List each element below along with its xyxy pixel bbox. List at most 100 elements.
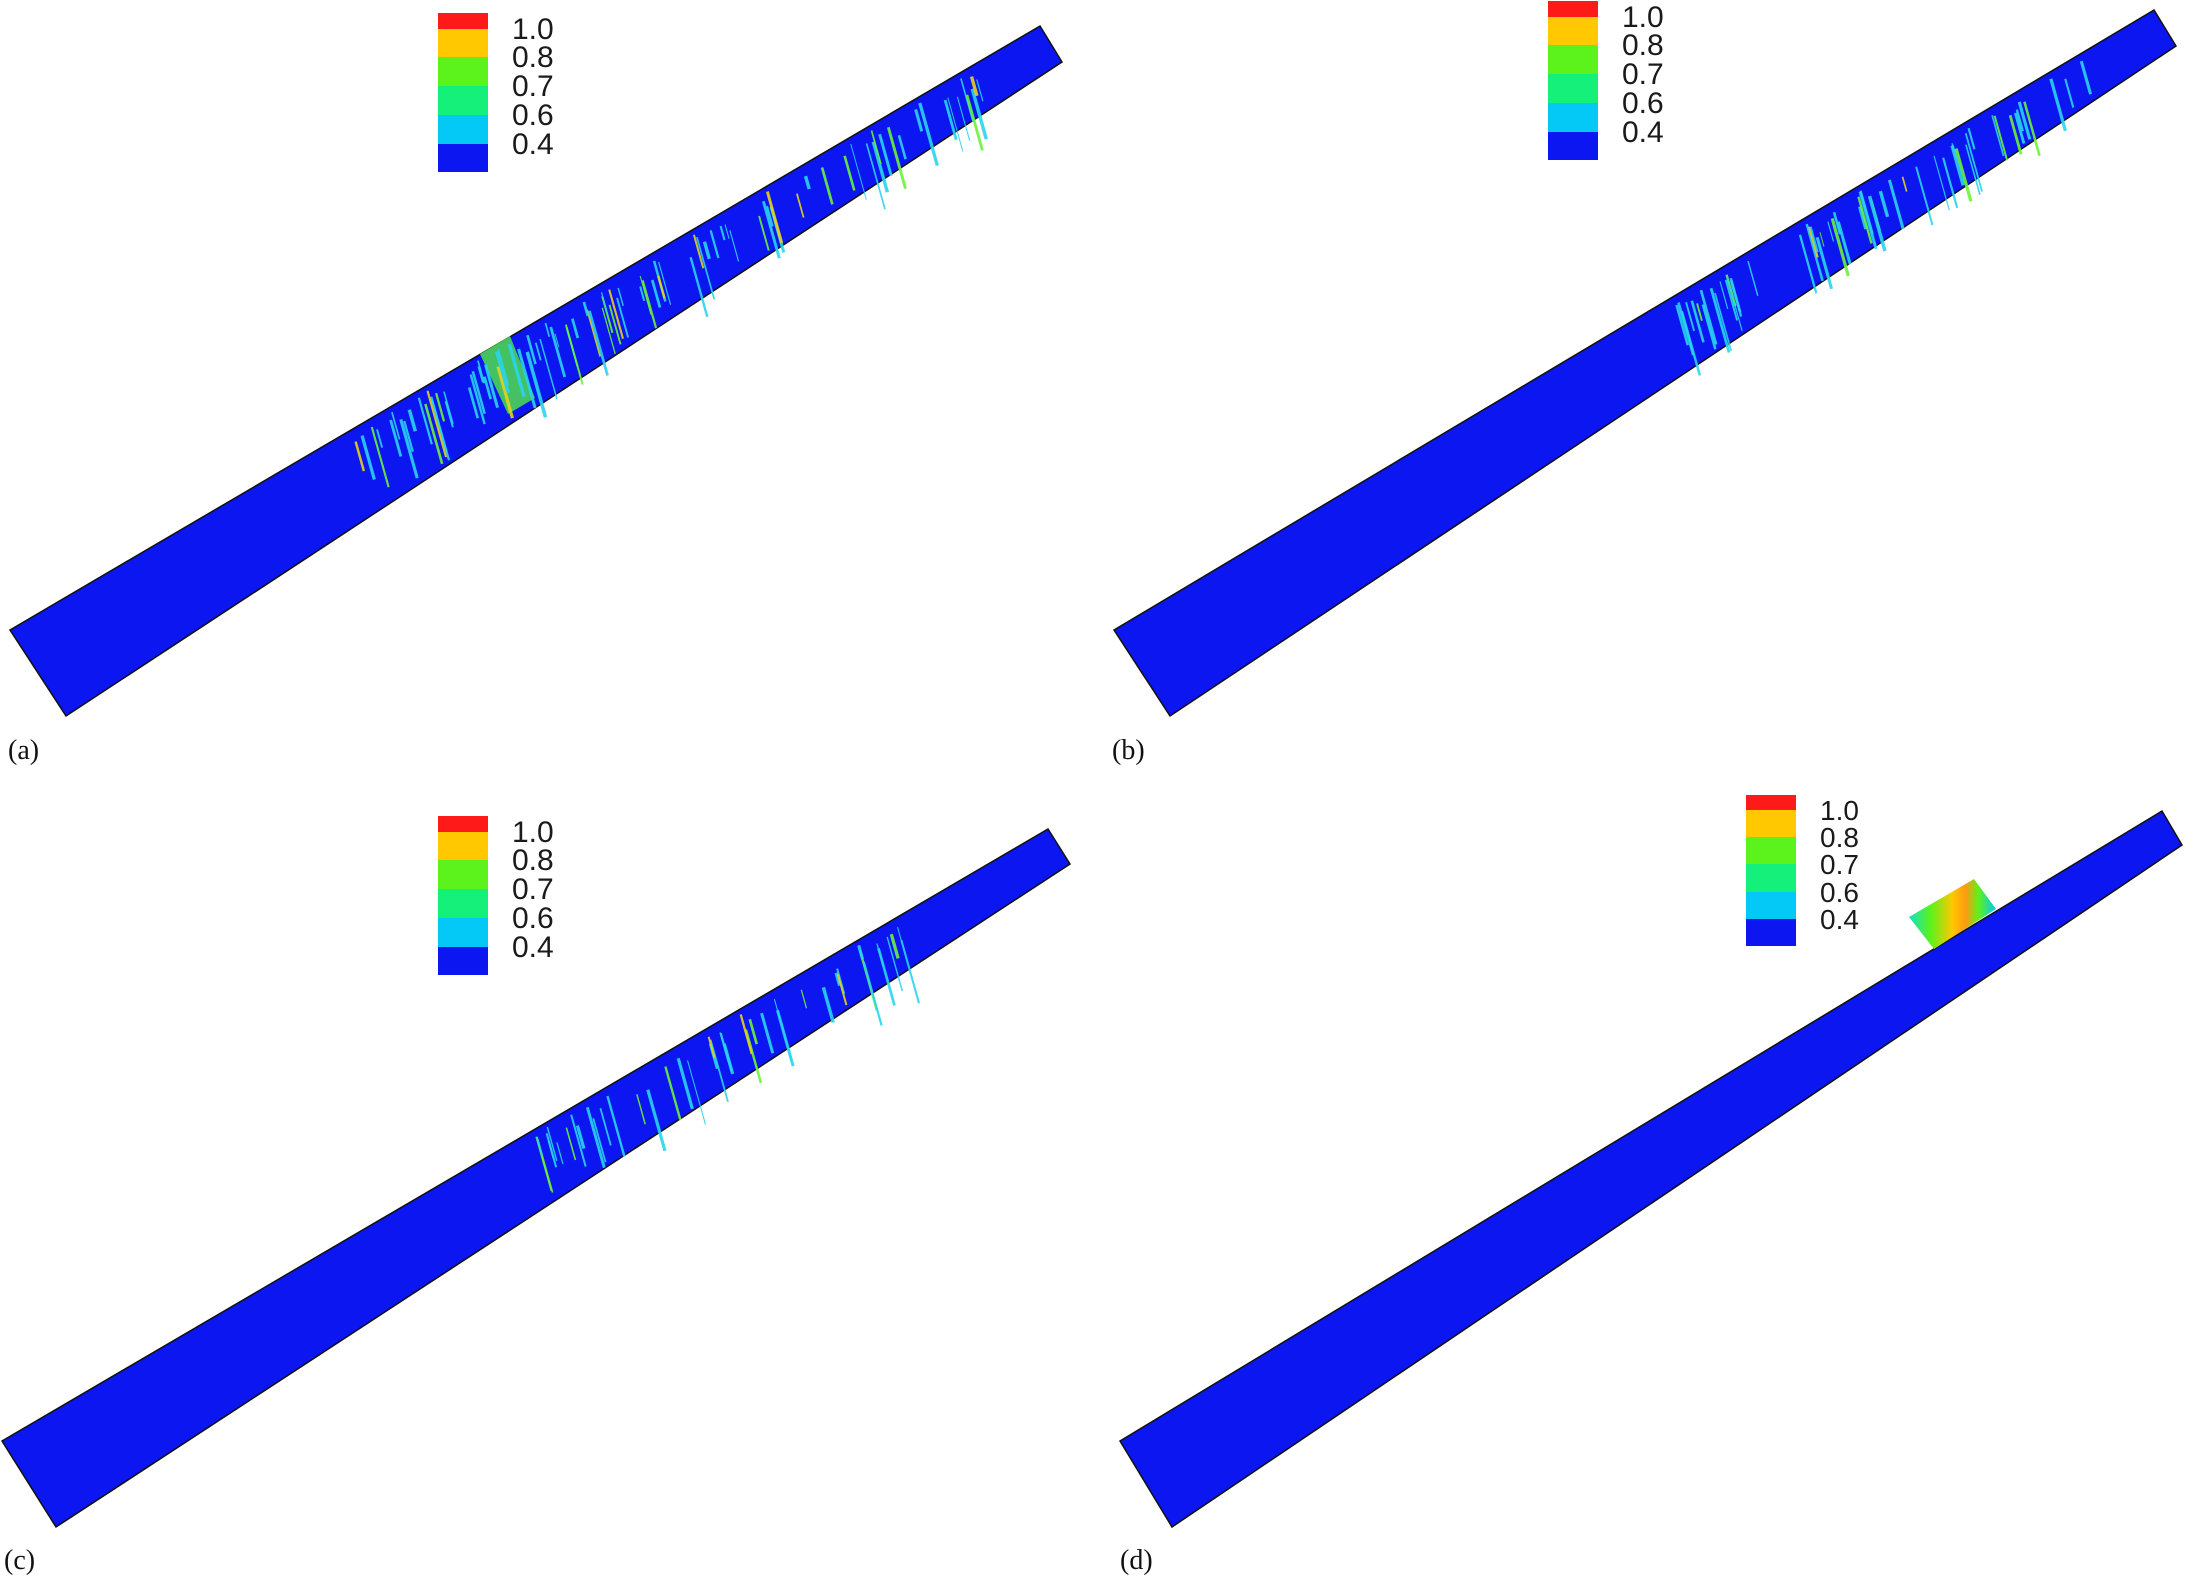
contour-streak (2013, 112, 2026, 144)
colorbar-swatch (438, 946, 488, 976)
contour-streak (1798, 234, 1818, 294)
panel-d: 1.0 0.8 0.7 0.6 0.4 (d) (1092, 789, 2185, 1579)
colorbar-tick-label: 0.6 (1622, 86, 1664, 120)
contour-streak (571, 318, 580, 339)
colorbar-swatch (1746, 864, 1796, 892)
contour-streak (2049, 78, 2067, 132)
contour-streak (483, 376, 493, 400)
colorbar-legend-d: 1.0 0.8 0.7 0.6 0.4 (1746, 795, 1876, 975)
colorbar-swatch (1548, 1, 1598, 17)
strip-outline-c (0, 827, 1072, 1529)
panel-label-a: (a) (8, 735, 40, 766)
contour-streak (526, 334, 537, 365)
contour-streak (918, 102, 939, 167)
contour-streak (477, 366, 484, 383)
contour-streak (689, 257, 709, 318)
contour-streak (724, 224, 730, 239)
contour-streak (696, 236, 716, 300)
contour-streak (370, 426, 390, 488)
contour-streak (1714, 292, 1732, 352)
contour-streak (471, 371, 486, 415)
contour-streak (582, 301, 590, 317)
contour-streak (431, 398, 448, 453)
contour-streak (2015, 109, 2025, 132)
contour-streak (549, 326, 567, 378)
contour-streak (803, 175, 811, 190)
contour-streak (739, 1014, 753, 1055)
contour-streak (1675, 304, 1689, 346)
colorbar-swatch (438, 57, 488, 87)
contour-streak (546, 1126, 558, 1161)
panel-label-b: (b) (1112, 735, 1145, 766)
contour-streak (507, 343, 526, 398)
colorbar-tick-label: 0.7 (1622, 58, 1664, 92)
contour-streak (585, 1106, 606, 1169)
contour-streak (1857, 196, 1873, 244)
contour-streak (1951, 143, 1957, 159)
contour-streak (497, 348, 510, 386)
colorbar-swatch (1548, 74, 1598, 103)
contour-streak (1726, 276, 1743, 331)
contour-streak (871, 141, 890, 193)
contour-streak (862, 961, 883, 1026)
contour-streak (900, 939, 920, 1004)
contour-streak (1701, 304, 1717, 350)
contour-streak (525, 351, 548, 418)
contour-streak (469, 374, 486, 425)
colorbar-swatch (1548, 131, 1598, 161)
contour-streak (1819, 232, 1825, 247)
strip-outline-d (1118, 809, 2184, 1529)
contour-streak (1901, 176, 1908, 192)
contour-streak (1729, 277, 1742, 313)
contour-streak (658, 261, 672, 305)
contour-streak (702, 241, 711, 260)
colorbar-swatch (1746, 891, 1796, 919)
contour-streak (1830, 218, 1850, 277)
contour-streak (876, 943, 885, 967)
panel-a: 1.0 0.8 0.7 0.6 0.4 (a) (0, 0, 1092, 789)
colorbar-tick-label: 0.4 (512, 930, 554, 964)
colorbar-tick-label: 0.8 (512, 844, 554, 878)
contour-streak (608, 304, 622, 345)
contour-streak (1878, 190, 1890, 218)
contour-streak (403, 420, 414, 452)
contour-streak (1719, 281, 1729, 310)
contour-streak (539, 338, 558, 400)
contour-streak (588, 310, 609, 376)
colorbar-swatch (438, 114, 488, 144)
contour-streak (389, 419, 403, 457)
contour-streak (970, 88, 988, 140)
contour-streak (517, 348, 537, 409)
contour-streak (1964, 133, 1983, 192)
contour-streak (1696, 303, 1703, 322)
colorbar-tick-label: 0.7 (1820, 849, 1859, 881)
strip-outline-b (1112, 8, 2178, 718)
colorbar-tick-label: 0.6 (1820, 876, 1859, 908)
contour-streak (407, 409, 418, 432)
contour-streak (1965, 144, 1981, 195)
contour-streak (878, 133, 893, 177)
contour-streak (956, 96, 971, 142)
contour-streak (1690, 300, 1705, 343)
contour-streak (766, 205, 774, 227)
contour-streak (761, 200, 781, 259)
contour-streak (834, 972, 842, 987)
contour-streak (758, 215, 770, 251)
colorbar-swatch (438, 86, 488, 115)
contour-streak (1827, 221, 1835, 242)
hot-band-d (1909, 879, 1996, 949)
contour-streak (556, 1142, 564, 1165)
contour-streak (443, 391, 454, 425)
contour-streak (889, 933, 900, 959)
contour-streak (641, 280, 658, 329)
colorbar-swatch (438, 860, 488, 890)
contour-streak (399, 418, 419, 479)
colorbar-tick-label: 0.4 (1622, 115, 1664, 149)
contour-streak (865, 143, 886, 210)
colorbar-swatch (1746, 809, 1796, 838)
contour-streak (1836, 221, 1852, 265)
contour-streak (426, 390, 448, 458)
contour-streak (536, 1136, 544, 1156)
colorbar-swatch (1746, 918, 1796, 946)
colorbar-tick-label: 0.8 (512, 41, 554, 75)
